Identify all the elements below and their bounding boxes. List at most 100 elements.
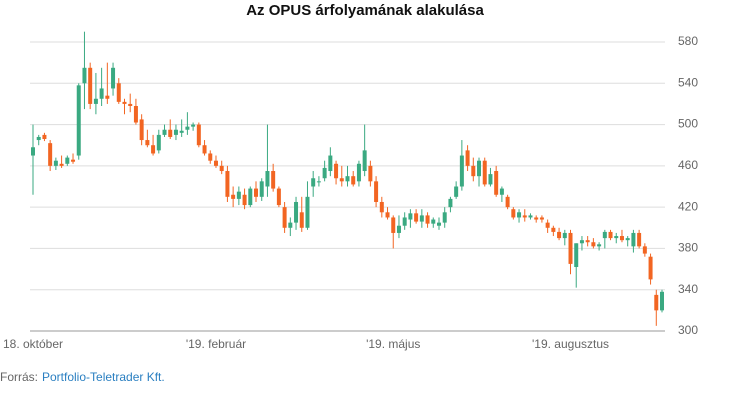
y-tick-label: 460 <box>678 158 698 172</box>
candle-body <box>196 124 201 146</box>
candle-body <box>191 124 196 127</box>
candle-body <box>282 207 287 228</box>
candle-body <box>133 105 138 123</box>
candle-body <box>351 176 356 185</box>
candle-body <box>625 238 630 241</box>
candle-body <box>637 232 642 247</box>
source-link[interactable]: Portfolio-Teletrader Kft. <box>42 370 165 384</box>
candle-body <box>448 198 453 208</box>
candle-body <box>477 160 482 177</box>
candle-body <box>53 160 58 166</box>
candle-body <box>614 236 619 239</box>
candle-body <box>425 215 430 224</box>
candle-body <box>82 67 87 84</box>
candle-body <box>488 174 493 185</box>
candle-body <box>534 217 539 220</box>
candle-body <box>459 155 464 187</box>
candle-body <box>557 231 562 239</box>
candle-body <box>311 178 316 187</box>
candle-body <box>71 159 76 162</box>
candle-body <box>328 155 333 172</box>
candle-body <box>122 101 127 104</box>
candle-body <box>219 165 224 172</box>
candle-body <box>248 188 253 206</box>
candle-body <box>591 242 596 247</box>
candle-body <box>362 150 367 172</box>
candle-body <box>660 291 664 311</box>
candle-body <box>562 232 567 239</box>
candle-body <box>608 231 613 239</box>
candle-body <box>414 213 419 222</box>
candle-body <box>231 194 236 199</box>
x-tick-label: '19. február <box>186 337 246 351</box>
candle-body <box>408 213 413 220</box>
y-tick-label: 340 <box>678 282 698 296</box>
y-tick-label: 380 <box>678 241 698 255</box>
candle-body <box>642 246 647 254</box>
candle-body <box>162 129 167 135</box>
y-tick-label: 420 <box>678 199 698 213</box>
candle-body <box>254 188 259 197</box>
y-tick-label: 300 <box>678 323 698 337</box>
candle-body <box>99 88 104 99</box>
candle-body <box>356 163 361 182</box>
y-tick-label: 500 <box>678 117 698 131</box>
candle-body <box>579 240 584 244</box>
candle-body <box>236 191 241 199</box>
candle-body <box>419 215 424 222</box>
candle-body <box>648 256 653 280</box>
candle-body <box>379 201 384 213</box>
source-label: Forrás: <box>0 370 38 384</box>
candle-body <box>173 129 178 135</box>
candle-body <box>288 222 293 228</box>
candle-body <box>619 236 624 241</box>
candle-body <box>396 225 401 233</box>
y-tick-label: 540 <box>678 75 698 89</box>
candle-body <box>374 181 379 202</box>
candle-body <box>654 294 659 311</box>
candle-body <box>299 212 304 228</box>
x-tick-label: '19. május <box>366 337 420 351</box>
candle-body <box>551 227 556 232</box>
candle-body <box>294 201 299 223</box>
candle-body <box>465 150 470 166</box>
candle-body <box>271 171 276 189</box>
candle-body <box>391 217 396 233</box>
candle-body <box>602 231 607 239</box>
candle-body <box>202 145 207 154</box>
candle-body <box>368 165 373 182</box>
candle-body <box>213 160 218 166</box>
candle-body <box>225 171 230 197</box>
x-tick-label: '19. augusztus <box>532 337 609 351</box>
candle-body <box>305 196 310 228</box>
candle-body <box>345 176 350 182</box>
candle-body <box>385 212 390 218</box>
candle-body <box>59 163 64 166</box>
candle-body <box>494 171 499 195</box>
candle-body <box>116 83 121 102</box>
candle-body <box>505 196 510 208</box>
candle-body <box>402 217 407 226</box>
candle-body <box>242 194 247 206</box>
candle-body <box>454 186 459 197</box>
candle-body <box>442 212 447 223</box>
candle-body <box>179 130 184 133</box>
candle-body <box>265 171 270 187</box>
candle-body <box>539 217 544 220</box>
candle-body <box>128 103 133 106</box>
candle-body <box>156 134 161 151</box>
y-tick-label: 580 <box>678 34 698 48</box>
candle-body <box>88 67 93 104</box>
candle-body <box>168 129 173 137</box>
candle-body <box>631 232 636 247</box>
candle-body <box>528 215 533 218</box>
candle-body <box>431 219 436 224</box>
candle-body <box>511 209 516 218</box>
candle-body <box>334 163 339 179</box>
candle-body <box>93 98 98 104</box>
candle-body <box>482 160 487 185</box>
candle-body <box>31 147 35 156</box>
candle-body <box>111 67 116 89</box>
candle-body <box>151 145 156 154</box>
